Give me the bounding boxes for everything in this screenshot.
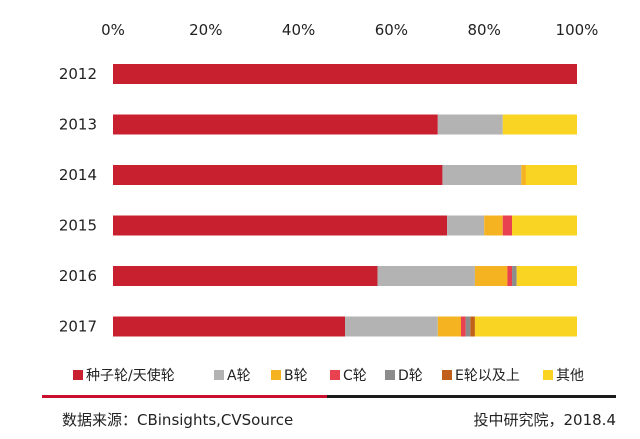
- bar-segment: [113, 114, 438, 135]
- bar-segment: [113, 215, 448, 236]
- legend-label: E轮以及上: [455, 368, 520, 384]
- bar-segment: [113, 165, 443, 185]
- x-axis-ticks: 0% 20% 40% 60% 80% 100%: [101, 21, 598, 39]
- footer-rule-black: [327, 395, 616, 398]
- y-category-label: 2012: [59, 65, 97, 83]
- legend-label: B轮: [284, 368, 308, 384]
- legend-label: 种子轮/天使轮: [86, 367, 175, 384]
- bar-segment: [437, 114, 503, 135]
- x-tick-label: 20%: [189, 21, 222, 39]
- bar-segment: [507, 266, 513, 286]
- bar-segment: [437, 316, 461, 337]
- y-axis-categories: 2012 2013 2014 2015 2016 2017: [59, 65, 97, 336]
- bar-segment: [377, 266, 475, 286]
- bar-segment: [113, 266, 378, 286]
- legend-swatch: [442, 370, 452, 380]
- bar-segment: [502, 215, 513, 236]
- publisher-note: 投中研究院，2018.4: [473, 411, 617, 429]
- bars: [113, 64, 577, 337]
- bar-segment: [516, 266, 577, 286]
- bar-segment: [465, 316, 471, 337]
- legend-label: C轮: [343, 368, 367, 384]
- bar-segment: [512, 215, 577, 236]
- bar-segment: [525, 165, 577, 185]
- y-category-label: 2015: [59, 217, 97, 235]
- legend-swatch: [271, 370, 281, 380]
- y-category-label: 2014: [59, 166, 97, 184]
- bar-segment: [474, 316, 577, 337]
- legend-swatch: [214, 370, 224, 380]
- x-tick-label: 0%: [101, 21, 125, 39]
- bar-segment: [113, 316, 345, 337]
- bar-segment: [484, 215, 503, 236]
- legend-label: D轮: [398, 368, 423, 384]
- y-category-label: 2016: [59, 267, 97, 285]
- y-category-label: 2013: [59, 116, 97, 134]
- bar-segment: [474, 266, 508, 286]
- source-note: 数据来源：CBinsights,CVSource: [62, 411, 294, 429]
- bar-segment: [470, 316, 475, 337]
- bar-segment: [461, 316, 466, 337]
- x-tick-label: 40%: [282, 21, 315, 39]
- legend-label: 其他: [556, 368, 584, 384]
- legend: 种子轮/天使轮 A轮 B轮 C轮 D轮 E轮以及上 其他: [73, 367, 584, 384]
- bar-segment: [521, 165, 526, 185]
- footer-rule-red: [42, 395, 327, 398]
- x-tick-label: 60%: [375, 21, 408, 39]
- legend-swatch: [330, 370, 340, 380]
- bar-segment: [512, 266, 517, 286]
- legend-swatch: [385, 370, 395, 380]
- x-tick-label: 80%: [468, 21, 501, 39]
- legend-label: A轮: [227, 368, 251, 384]
- bar-segment: [442, 165, 522, 185]
- bar-segment: [447, 215, 485, 236]
- bar-segment: [345, 316, 438, 337]
- bar-segment: [113, 64, 577, 84]
- bar-segment: [502, 114, 577, 135]
- legend-swatch: [73, 370, 83, 380]
- legend-swatch: [543, 370, 553, 380]
- y-category-label: 2017: [59, 318, 97, 336]
- x-tick-label: 100%: [556, 21, 599, 39]
